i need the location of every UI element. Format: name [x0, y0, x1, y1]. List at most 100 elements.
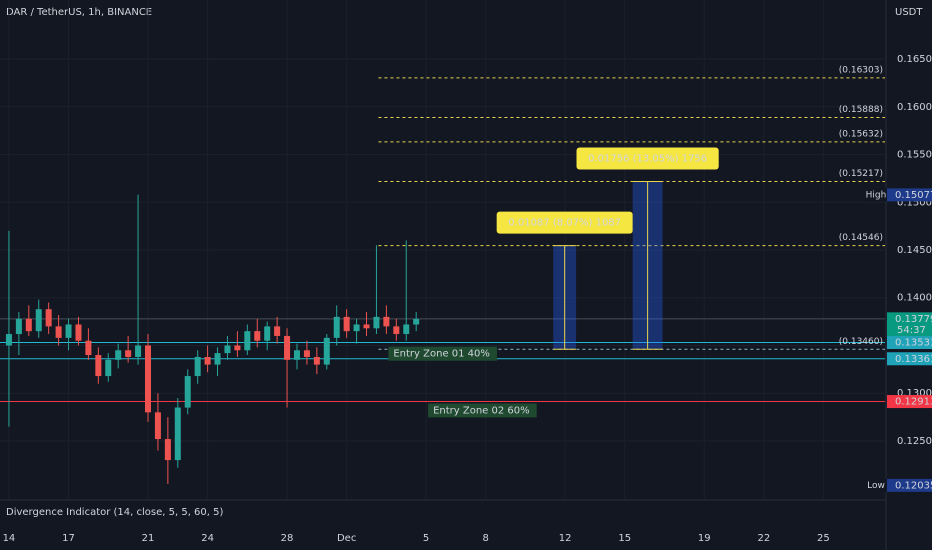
candle-body	[403, 324, 410, 335]
price-marker-label: 0.13779	[895, 314, 932, 325]
candle-body	[45, 309, 52, 327]
price-marker-tag-bg	[865, 188, 887, 202]
candle-body	[323, 337, 330, 365]
candle-body	[303, 350, 310, 357]
level-label: (0.15632)	[839, 129, 883, 139]
candle-body	[413, 318, 420, 325]
candle-body	[164, 439, 171, 461]
candle-body	[5, 334, 12, 346]
candle-body	[105, 359, 112, 377]
price-marker-label: 0.13531	[895, 338, 932, 349]
candle-body	[184, 376, 191, 408]
price-marker-label: 0.15077	[895, 190, 932, 201]
chart-title: DAR / TetherUS, 1h, BINANCE	[6, 7, 152, 18]
candle-body	[194, 356, 201, 377]
price-marker-label: 0.13361	[895, 354, 932, 365]
candle-body	[284, 335, 291, 360]
x-tick-label: 21	[142, 533, 155, 544]
candle-body	[244, 331, 251, 351]
price-marker-bg	[887, 352, 932, 366]
x-tick-label: 15	[618, 533, 631, 544]
zone-label: Entry Zone 01 40%	[393, 349, 490, 360]
price-marker-bg	[887, 336, 932, 350]
measure-label-bg	[576, 147, 719, 170]
x-tick-label: 17	[62, 533, 75, 544]
x-tick-label: 28	[281, 533, 294, 544]
price-marker-label: 0.12913	[895, 397, 932, 408]
y-tick-label: 0.12500	[897, 436, 932, 447]
price-marker-tag-bg	[865, 478, 887, 492]
x-tick-label: 12	[559, 533, 572, 544]
candle-body	[135, 345, 142, 357]
candle-body	[313, 356, 320, 365]
measure-label-bg	[496, 211, 633, 234]
candle-body	[214, 353, 221, 365]
currency: USDT	[895, 7, 923, 18]
candle-body	[65, 324, 72, 338]
candle-body	[25, 318, 32, 332]
x-tick-label: 24	[201, 533, 214, 544]
candle-body	[15, 318, 22, 335]
x-tick-label: 5	[423, 533, 429, 544]
candle-body	[125, 350, 132, 357]
candle-body	[204, 356, 211, 365]
x-tick-label: 19	[698, 533, 711, 544]
price-marker-label: 0.12035	[895, 480, 932, 491]
candle-body	[393, 326, 400, 335]
price-marker-bg	[887, 188, 932, 202]
measure-label: 0.01756 (13.05%) 1756	[588, 154, 707, 165]
candle-body	[224, 345, 231, 354]
price-marker-bg	[887, 395, 932, 409]
level-label: (0.16303)	[839, 65, 883, 75]
x-tick-label: 22	[757, 533, 770, 544]
candle-body	[274, 326, 281, 336]
zone-label-bg	[428, 403, 537, 418]
candle-body	[55, 326, 62, 338]
candle-body	[234, 345, 241, 351]
x-tick-label: 8	[483, 533, 489, 544]
x-tick-label: 25	[817, 533, 830, 544]
indicator-label: Divergence Indicator (14, close, 5, 5, 6…	[6, 507, 224, 518]
measure-label: 0.01087 (8.07%) 1087	[508, 218, 621, 229]
price-marker-bg	[887, 478, 932, 492]
candle-body	[154, 412, 161, 440]
candle-body	[343, 316, 350, 332]
price-marker-bg	[887, 312, 932, 337]
level-label: (0.14546)	[839, 233, 883, 243]
candle-body	[95, 355, 102, 377]
candle-body	[85, 340, 92, 356]
price-marker-timer: 54:37	[897, 325, 926, 336]
level-label: (0.15888)	[839, 105, 883, 115]
candle-body	[333, 316, 340, 338]
x-tick-label: 14	[3, 533, 16, 544]
zone-label: Entry Zone 02 60%	[433, 405, 530, 416]
candle-body	[363, 324, 370, 329]
candle-body	[115, 350, 122, 360]
candle-body	[254, 331, 261, 341]
level-label: (0.15217)	[839, 169, 883, 179]
candle-body	[353, 324, 360, 332]
candle-body	[75, 324, 82, 341]
price-marker-tag: High	[866, 190, 887, 200]
candle-body	[383, 316, 390, 327]
candle-body	[35, 309, 42, 332]
price-marker-tag: Low	[867, 481, 885, 491]
candle-body	[144, 345, 151, 413]
candle-body	[174, 407, 181, 461]
candle-body	[373, 316, 380, 329]
x-tick-label: Dec	[337, 533, 356, 544]
candle-body	[264, 326, 271, 341]
candle-body	[293, 350, 300, 360]
level-label: (0.13460)	[839, 337, 883, 347]
zone-label-bg	[388, 346, 497, 361]
